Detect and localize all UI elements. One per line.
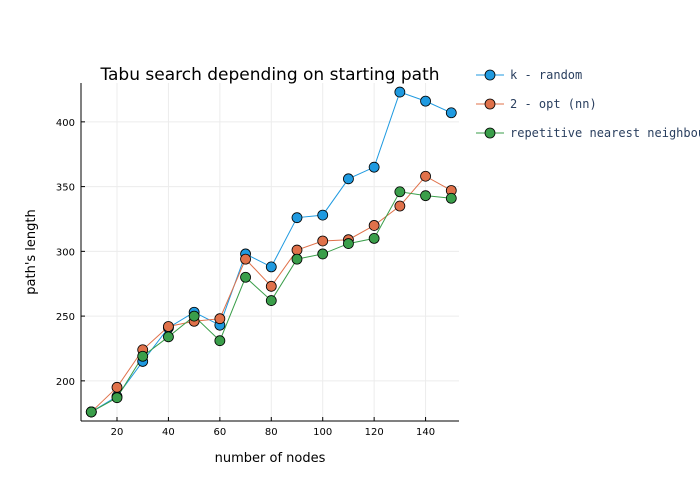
legend-label: 2 - opt (nn) — [510, 97, 597, 111]
data-point — [85, 406, 97, 418]
legend: k - random 2 - opt (nn) repetitive nearest… — [476, 68, 700, 140]
data-point — [137, 350, 149, 362]
legend-marker — [484, 69, 496, 81]
data-point — [394, 86, 406, 98]
series-layer — [85, 86, 457, 418]
data-point — [317, 209, 329, 221]
data-point — [111, 392, 123, 404]
data-point — [214, 313, 226, 325]
x-tick-label: 120 — [365, 427, 384, 438]
data-point — [291, 244, 303, 256]
data-point — [265, 261, 277, 273]
legend-label: k - random — [510, 68, 582, 82]
data-point — [420, 95, 431, 107]
data-point — [343, 238, 354, 249]
data-point — [394, 186, 406, 198]
data-point — [445, 192, 457, 204]
y-tick-label: 400 — [56, 118, 75, 129]
data-point — [343, 173, 354, 185]
x-tick-label: 80 — [265, 427, 278, 438]
y-tick-label: 200 — [56, 377, 75, 388]
data-point — [368, 220, 380, 231]
data-point — [445, 107, 457, 119]
y-tick-label: 300 — [56, 247, 75, 258]
data-point — [188, 310, 200, 322]
x-tick-label: 100 — [313, 427, 332, 438]
data-point — [111, 381, 123, 393]
x-tick-label: 40 — [162, 427, 175, 438]
y-axis-title: path's length — [24, 209, 39, 294]
y-tick-label: 250 — [56, 312, 75, 323]
data-point — [394, 200, 406, 212]
data-point — [240, 271, 251, 283]
data-point — [420, 170, 431, 182]
x-axis-title: number of nodes — [215, 451, 326, 466]
data-point — [317, 235, 329, 247]
data-point — [265, 295, 277, 306]
x-tick-label: 60 — [213, 427, 226, 438]
x-tick-label: 140 — [416, 427, 435, 438]
y-tick-label: 350 — [56, 183, 75, 194]
legend-label: repetitive nearest neighbour — [510, 126, 700, 140]
data-point — [163, 331, 174, 343]
data-point — [291, 212, 303, 224]
chart-title: Tabu search depending on starting path — [99, 65, 439, 85]
data-point — [420, 190, 431, 202]
axes: 20 40 60 80 100 120 140 200 250 300 350 400 — [56, 83, 459, 438]
data-point — [265, 280, 277, 292]
data-point — [163, 321, 174, 332]
grid — [81, 83, 459, 421]
data-point — [317, 248, 329, 260]
data-point — [214, 335, 226, 347]
legend-marker — [484, 127, 496, 139]
legend-marker — [484, 98, 496, 110]
data-point — [291, 253, 303, 265]
data-point — [368, 233, 380, 244]
data-point — [240, 253, 251, 265]
data-point — [368, 161, 380, 173]
x-tick-label: 20 — [111, 427, 124, 438]
